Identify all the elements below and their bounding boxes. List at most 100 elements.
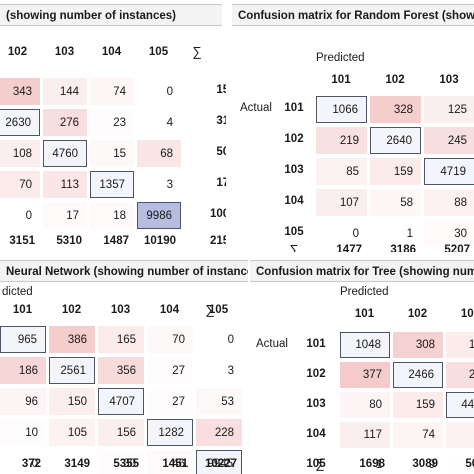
matrix-cell: 3 [166,178,173,191]
row-header: 105 [284,226,304,238]
confusion-matrix-panel: PredictedActual1011021031010110210310410… [232,30,474,252]
matrix-cell: 965 [0,326,46,353]
column-header: 102 [385,74,405,86]
matrix-cell: 70 [147,326,193,353]
column-total: 3151 [9,235,35,247]
matrix-cell: 328 [370,96,421,123]
matrix-cell: 276 [43,109,87,136]
column-header: 104 [159,304,180,316]
column-total: 5355 [113,458,139,470]
column-total: 21554 [210,235,226,247]
matrix-cell: 70 [0,171,40,198]
matrix-cell: 80 [340,392,390,418]
row-header: 101 [306,338,326,350]
column-total: 1477 [336,244,362,252]
column-header: 102 [7,46,28,58]
column-total: 3149 [64,458,90,470]
column-total: 5024 [465,458,474,470]
column-total: 5310 [56,235,82,247]
confusion-matrix-panel: dicted101102103104105∑965386165700158618… [0,286,248,474]
matrix-cell: 1 [406,227,413,240]
matrix-cell: 0 [352,227,359,240]
confusion-matrix-panel: PredictedActual1011021031041011021031041… [250,286,474,474]
column-header: 105 [148,46,169,58]
predicted-axis-label: dicted [2,286,33,298]
matrix-cell: 4707 [98,388,144,415]
matrix-cell: 228 [196,419,242,446]
column-header: 101 [12,304,33,316]
sum-symbol: ∑ [315,456,325,471]
row-total: 10021 [210,208,226,220]
matrix-cell: 144 [43,78,87,105]
column-header: 103 [460,308,474,320]
matrix-cell: 0 [25,209,32,222]
matrix-cell: 107 [316,189,367,216]
matrix-cell: 53 [196,388,242,415]
matrix-cell: 308 [393,332,443,358]
row-header: 102 [306,368,326,380]
matrix-cell: 247 [446,362,474,388]
column-header: 101 [354,308,375,320]
column-total: 1698 [359,458,385,470]
matrix-cell: 85 [316,158,367,185]
matrix-cell: 1357 [90,171,134,198]
row-total: 5033 [216,146,226,158]
column-header: 102 [407,308,428,320]
matrix-cell: 27 [172,364,185,377]
matrix-cell: 4469 [446,392,474,418]
predicted-axis-label: Predicted [316,52,365,64]
matrix-cell: 125 [424,96,474,123]
column-total: 10227 [205,458,237,470]
sum-symbol: ∑ [289,242,299,252]
row-header: 103 [284,164,304,176]
matrix-cell: 159 [393,392,443,418]
matrix-cell: 117 [340,422,390,448]
matrix-cell: 96 [0,388,46,415]
matrix-cell: 2466 [393,362,443,388]
matrix-cell: 1 [375,459,382,471]
column-total: 10190 [144,235,176,247]
matrix-cell: 0 [31,457,38,470]
matrix-cell: 165 [98,326,144,353]
matrix-cell: 137 [446,332,474,358]
column-header: 105 [208,304,229,316]
matrix-cell: 4719 [424,158,474,185]
matrix-cell: 186 [0,357,46,384]
panel-title-bl: Neural Network (showing number of instan… [0,260,248,282]
row-header: 105 [306,458,326,470]
matrix-cell: 17 [43,202,87,229]
sum-symbol: ∑ [205,302,215,317]
panel-title-br: Confusion matrix for Tree (showing numbe… [250,260,474,282]
matrix-cell: 30 [123,457,136,470]
matrix-cell: 10 [25,426,38,439]
matrix-cell: 68 [137,140,181,167]
matrix-cell: 386 [49,326,95,353]
column-total: 5207 [444,244,470,252]
matrix-cell: 0 [166,85,173,98]
panel-title-tl: (showing number of instances) [0,4,222,26]
matrix-cell: 377 [340,362,390,388]
matrix-cell: 2640 [370,127,421,154]
matrix-cell: 92 [446,422,474,448]
row-header: 101 [284,102,304,114]
matrix-cell: 113 [43,171,87,198]
column-total: 3089 [412,458,438,470]
matrix-cell: 159 [370,158,421,185]
matrix-cell: 15 [90,140,134,167]
row-total: 3133 [216,115,226,127]
row-header: 102 [284,133,304,145]
matrix-cell: 30 [424,220,474,247]
column-header: 103 [110,304,131,316]
matrix-cell: 343 [0,78,40,105]
matrix-cell: 2561 [49,357,95,384]
actual-axis-label: Actual [256,338,288,350]
column-total: 1487 [103,235,129,247]
matrix-cell: 356 [98,357,144,384]
matrix-cell: 1048 [340,332,390,358]
matrix-cell: 23 [113,116,126,129]
column-header: 101 [331,74,351,86]
row-header: 104 [284,195,304,207]
matrix-cell: 1282 [147,419,193,446]
matrix-cell: 245 [424,127,474,154]
